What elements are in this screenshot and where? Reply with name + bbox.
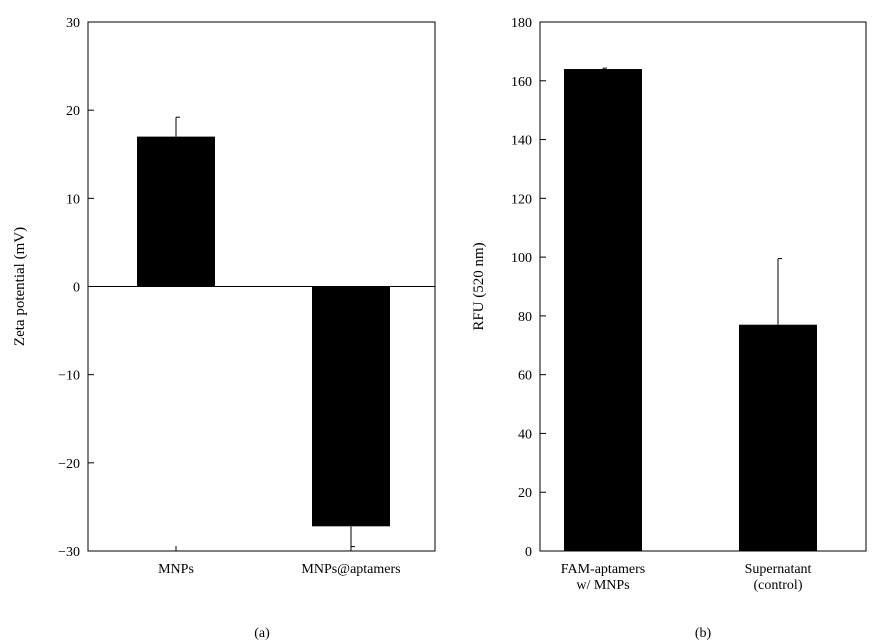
y-tick-label: 30 [66, 16, 80, 31]
y-tick-label: −10 [58, 369, 80, 384]
y-tick-label: 20 [518, 486, 532, 501]
y-tick-label: 120 [511, 192, 532, 207]
bar [564, 69, 642, 552]
panel-label: (b) [695, 626, 712, 641]
y-tick-label: 140 [511, 134, 532, 149]
y-tick-label: 10 [66, 192, 80, 207]
bar [137, 136, 215, 287]
x-tick-label: FAM-aptamers [561, 562, 646, 577]
y-tick-label: 20 [66, 104, 80, 119]
x-tick-label: MNPs@aptamers [301, 562, 400, 577]
y-tick-label: 0 [525, 545, 532, 560]
y-tick-label: −30 [58, 545, 80, 560]
x-tick-label: MNPs [158, 562, 194, 577]
y-tick-label: 160 [511, 75, 532, 90]
plot-frame [539, 21, 867, 552]
y-tick-label: 180 [511, 16, 532, 31]
x-tick-label: w/ MNPs [576, 578, 629, 593]
panel-label: (a) [254, 626, 270, 641]
bar [312, 286, 390, 527]
y-axis-label: RFU (520 nm) [471, 242, 487, 330]
y-tick-label: 60 [518, 369, 532, 384]
x-tick-label: Supernatant [745, 562, 812, 577]
chart-panel-a: −30 −20 −10 0 10 20 30 MNPs MNPs@aptamers Zeta po… [12, 16, 436, 641]
y-tick-label: 0 [73, 281, 80, 296]
y-tick-label: 80 [518, 310, 532, 325]
bar [739, 324, 817, 551]
y-tick-label: −20 [58, 457, 80, 472]
y-tick-label: 40 [518, 427, 532, 442]
y-tick-label: 100 [511, 251, 532, 266]
x-tick-label: (control) [754, 578, 803, 593]
y-axis-label: Zeta potential (mV) [12, 227, 28, 346]
